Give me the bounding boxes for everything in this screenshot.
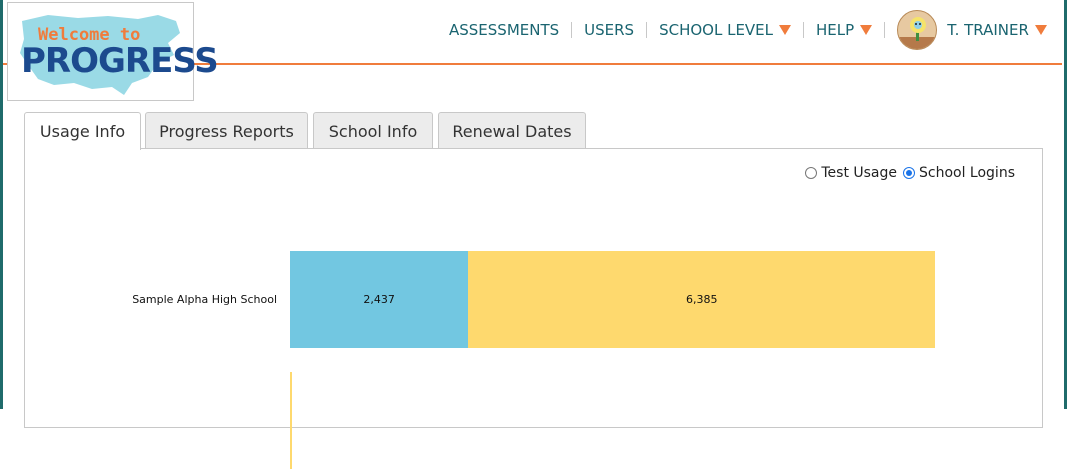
caret-down-icon xyxy=(779,25,792,35)
tab-usage-info[interactable]: Usage Info xyxy=(24,112,141,150)
caret-down-icon xyxy=(1034,25,1047,35)
avatar xyxy=(897,10,938,50)
nav-separator xyxy=(803,22,805,38)
nav-users-label: USERS xyxy=(584,21,635,39)
tab-progress-reports[interactable]: Progress Reports xyxy=(145,112,308,149)
nav-separator xyxy=(884,22,886,38)
usa-map-icon xyxy=(20,15,180,95)
nav-assessments-label: ASSESSMENTS xyxy=(449,21,560,39)
logo-progress-text: PROGRESS xyxy=(21,41,219,81)
bar-value-label: 2,437 xyxy=(363,293,395,306)
tab-progress-reports-label: Progress Reports xyxy=(159,121,294,141)
nav-separator xyxy=(646,22,648,38)
radio-school-logins[interactable] xyxy=(903,167,915,179)
tab-renewal-dates[interactable]: Renewal Dates xyxy=(438,112,586,149)
header-divider xyxy=(3,63,1062,65)
nav-assessments[interactable]: ASSESSMENTS xyxy=(449,21,559,39)
logo[interactable]: Welcome to PROGRESS xyxy=(7,2,219,101)
window-frame-left xyxy=(0,0,3,409)
user-name: T. TRAINER xyxy=(947,21,1029,39)
tab-school-info-label: School Info xyxy=(328,121,418,141)
view-toggle: Test Usage School Logins xyxy=(805,165,1021,181)
bar-segment[interactable]: 6,385 xyxy=(468,251,936,348)
logo-welcome-text: Welcome to xyxy=(38,25,141,45)
bar-value-label: 6,385 xyxy=(686,293,718,306)
nav-separator xyxy=(571,22,573,38)
nav-help-label: HELP xyxy=(816,21,855,39)
nav-school-level[interactable]: SCHOOL LEVEL xyxy=(659,21,792,39)
caret-down-icon xyxy=(860,25,873,35)
nav-school-level-label: SCHOOL LEVEL xyxy=(659,21,774,39)
radio-test-usage[interactable] xyxy=(805,167,818,179)
category-label: Sample Alpha High School xyxy=(132,292,277,306)
tab-school-info[interactable]: School Info xyxy=(313,112,433,149)
tab-usage-info-label: Usage Info xyxy=(39,122,126,141)
tab-renewal-dates-label: Renewal Dates xyxy=(452,121,572,141)
radio-school-logins-label[interactable]: School Logins xyxy=(919,165,1015,181)
flower-avatar-icon xyxy=(898,17,937,49)
window-frame-right xyxy=(1064,0,1067,409)
main-nav: ASSESSMENTS USERS SCHOOL LEVEL HELP T. T… xyxy=(449,10,1047,50)
nav-users[interactable]: USERS xyxy=(584,21,634,39)
user-menu[interactable]: T. TRAINER xyxy=(897,10,1047,50)
radio-test-usage-label[interactable]: Test Usage xyxy=(821,165,897,181)
bar-segment[interactable] xyxy=(290,372,292,469)
bar-segment[interactable]: 2,437 xyxy=(290,251,469,348)
nav-help[interactable]: HELP xyxy=(816,21,873,39)
